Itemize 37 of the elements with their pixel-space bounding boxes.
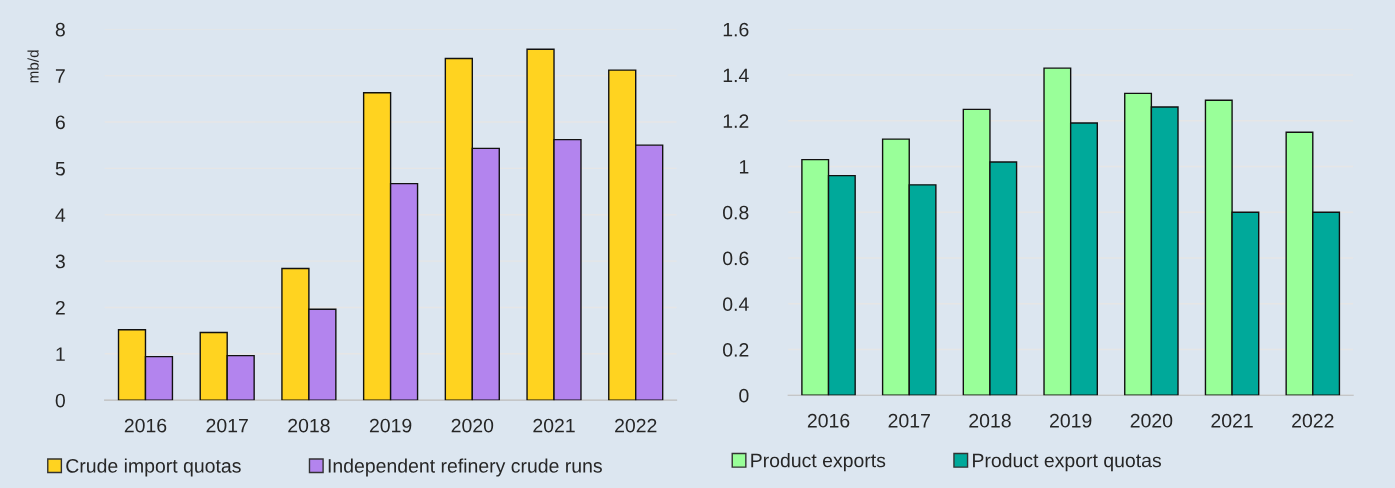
- x-tick-label: 2022: [615, 418, 657, 433]
- y-tick-label: 5: [55, 162, 65, 176]
- x-tick-label: 2017: [206, 418, 248, 433]
- y-tick-label: 0.2: [723, 343, 749, 357]
- y-tick-label: 3: [55, 254, 65, 269]
- x-tick-label: 2018: [288, 418, 330, 433]
- x-tick-label: 2021: [533, 418, 575, 433]
- x-tick-label: 2019: [369, 418, 412, 433]
- y-tick-label: 0.6: [723, 251, 749, 266]
- y-tick-label: 1: [739, 160, 749, 174]
- x-tick-label: 2016: [124, 418, 167, 433]
- y-tick-label: 2: [55, 300, 65, 315]
- y-tick-label: 1.2: [723, 114, 749, 128]
- y-axis-title: mb/d: [27, 50, 39, 83]
- y-tick-label: 0.4: [723, 297, 749, 312]
- y-tick-label: 1.4: [723, 68, 749, 83]
- y-tick-label: 8: [55, 22, 65, 37]
- x-tick-label: 2020: [1130, 413, 1173, 428]
- y-tick-label: 0: [55, 393, 65, 408]
- y-tick-label: 1: [56, 347, 65, 361]
- x-tick-label: 2022: [1292, 413, 1334, 428]
- x-tick-label: 2020: [451, 418, 494, 433]
- y-tick-label: 1.6: [723, 22, 749, 37]
- x-tick-label: 2017: [888, 413, 930, 428]
- legend-label: Product export quotas: [973, 453, 1161, 472]
- x-tick-label: 2018: [969, 413, 1011, 428]
- y-tick-label: 0: [739, 388, 749, 403]
- y-tick-label: 6: [55, 115, 65, 130]
- legend-label: Product exports: [751, 453, 886, 472]
- y-tick-label: 0.8: [723, 205, 749, 220]
- legend-label: Independent refinery crude runs: [328, 458, 602, 477]
- x-tick-label: 2019: [1050, 413, 1092, 428]
- x-tick-label: 2021: [1211, 413, 1253, 428]
- x-tick-label: 2016: [807, 413, 850, 428]
- legend-label: Crude import quotas: [66, 458, 241, 477]
- y-tick-label: 7: [55, 69, 65, 83]
- y-tick-label: 4: [55, 208, 66, 222]
